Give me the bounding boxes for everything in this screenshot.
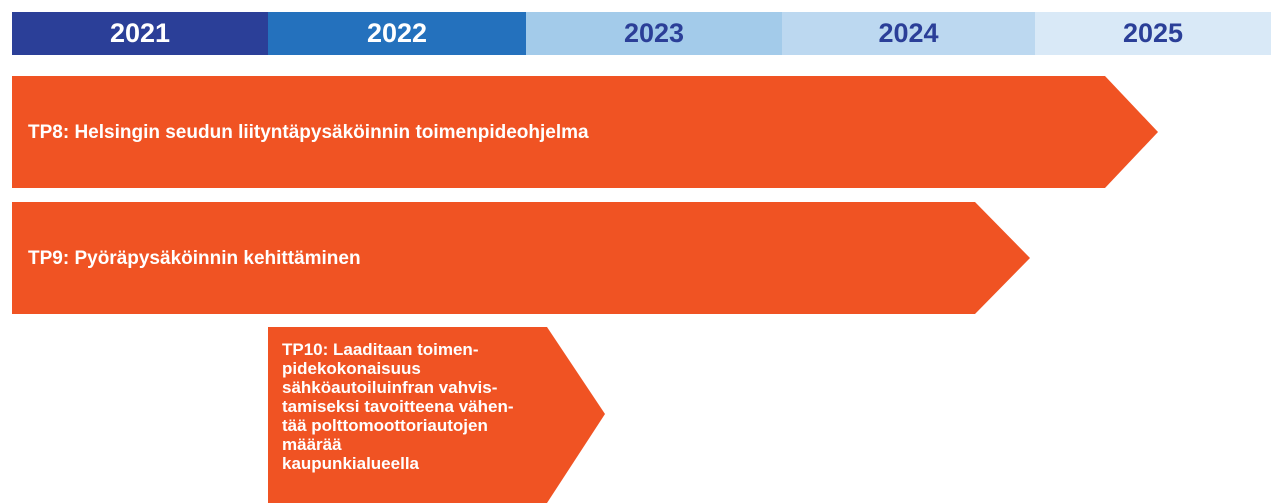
task-label: TP10: Laaditaan toimen-pidekokonaisuussä… bbox=[282, 340, 513, 473]
task-label: TP9: Pyöräpysäköinnin kehittäminen bbox=[28, 248, 361, 269]
task-line: tää polttomoottoriautojen bbox=[282, 416, 488, 435]
year-label: 2024 bbox=[878, 18, 938, 48]
year-label: 2022 bbox=[367, 18, 427, 48]
task-line: sähköautoiluinfran vahvis- bbox=[282, 378, 497, 397]
task-arrow bbox=[12, 202, 1030, 314]
year-cell bbox=[526, 12, 782, 55]
task-line: tamiseksi tavoitteena vähen- bbox=[282, 397, 513, 416]
task-line: määrää bbox=[282, 435, 342, 454]
year-cell bbox=[782, 12, 1035, 55]
year-cell bbox=[1035, 12, 1271, 55]
year-cell bbox=[12, 12, 268, 55]
year-cell bbox=[268, 12, 526, 55]
task-line: TP10: Laaditaan toimen- bbox=[282, 340, 478, 359]
year-label: 2021 bbox=[110, 18, 170, 48]
task-arrow bbox=[268, 327, 605, 503]
year-label: 2023 bbox=[624, 18, 684, 48]
year-header: 2021 2022 2023 2024 2025 bbox=[12, 12, 1271, 55]
task-arrow bbox=[12, 76, 1158, 188]
task-label: TP8: Helsingin seudun liityntäpysäköinni… bbox=[28, 122, 589, 143]
year-label: 2025 bbox=[1123, 18, 1183, 48]
task-line: pidekokonaisuus bbox=[282, 359, 421, 378]
task-line: kaupunkialueella bbox=[282, 454, 420, 473]
